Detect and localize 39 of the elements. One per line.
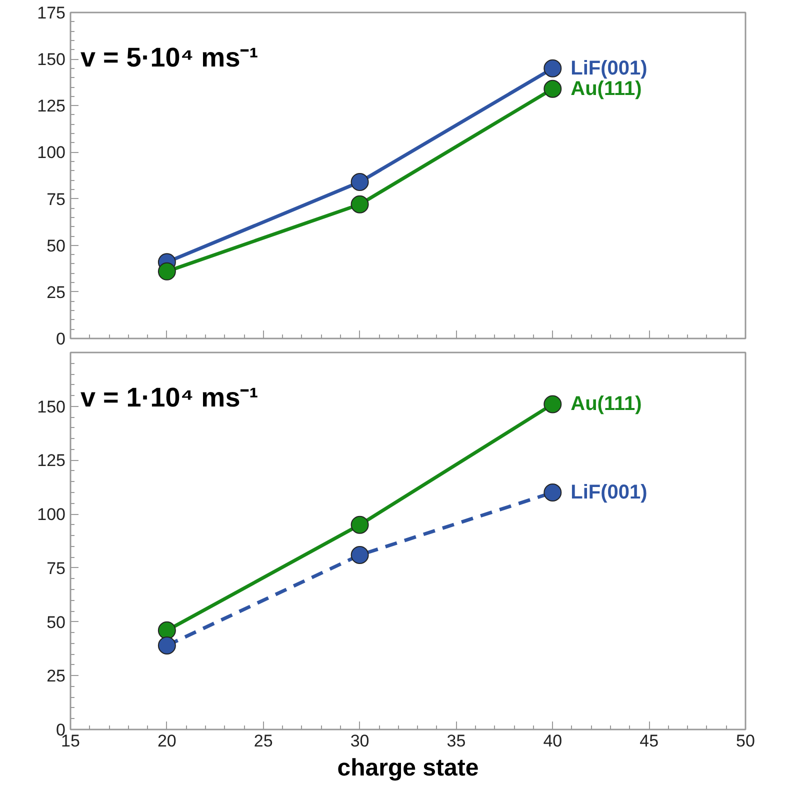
point <box>350 516 369 534</box>
point <box>544 395 562 414</box>
series-label: LiF(001) <box>570 482 648 504</box>
point <box>350 173 369 192</box>
x-tick-label: 25 <box>254 732 273 750</box>
series-label: LiF(001) <box>570 57 648 80</box>
point <box>544 80 562 98</box>
y-tick-label: 175 <box>37 4 66 22</box>
annotation: v = 1·10⁴ ms⁻¹ <box>80 382 258 412</box>
x-tick-label: 30 <box>350 732 370 750</box>
x-axis-title: charge state <box>337 754 479 782</box>
y-tick-label: 125 <box>37 451 66 470</box>
x-tick-label: 20 <box>157 732 176 750</box>
series-label: Au(111) <box>570 78 642 100</box>
point <box>544 484 562 502</box>
y-tick-label: 75 <box>46 558 66 578</box>
y-tick-label: 0 <box>56 330 66 348</box>
point <box>158 636 176 654</box>
point <box>350 195 369 214</box>
y-tick-label: 50 <box>46 612 66 632</box>
y-tick-label: 25 <box>46 666 66 686</box>
annotation: v = 5·10⁴ ms⁻¹ <box>80 42 258 72</box>
point <box>158 621 176 640</box>
x-tick-label: 40 <box>543 732 562 750</box>
y-tick-label: 25 <box>46 282 66 302</box>
y-tick-label: 150 <box>37 50 66 70</box>
point <box>544 59 562 78</box>
point <box>158 262 176 280</box>
y-tick-label: 50 <box>46 236 66 256</box>
y-tick-label: 75 <box>46 190 66 209</box>
y-tick-label: 125 <box>37 96 66 116</box>
y-tick-label: 150 <box>37 397 66 416</box>
x-tick-label: 50 <box>736 732 755 750</box>
y-tick-label: 100 <box>37 505 66 524</box>
y-tick-label: 100 <box>37 143 66 162</box>
point <box>350 546 369 564</box>
x-tick-label: 35 <box>446 732 466 750</box>
series-label: Au(111) <box>570 393 642 416</box>
x-tick-label: 45 <box>640 732 659 750</box>
